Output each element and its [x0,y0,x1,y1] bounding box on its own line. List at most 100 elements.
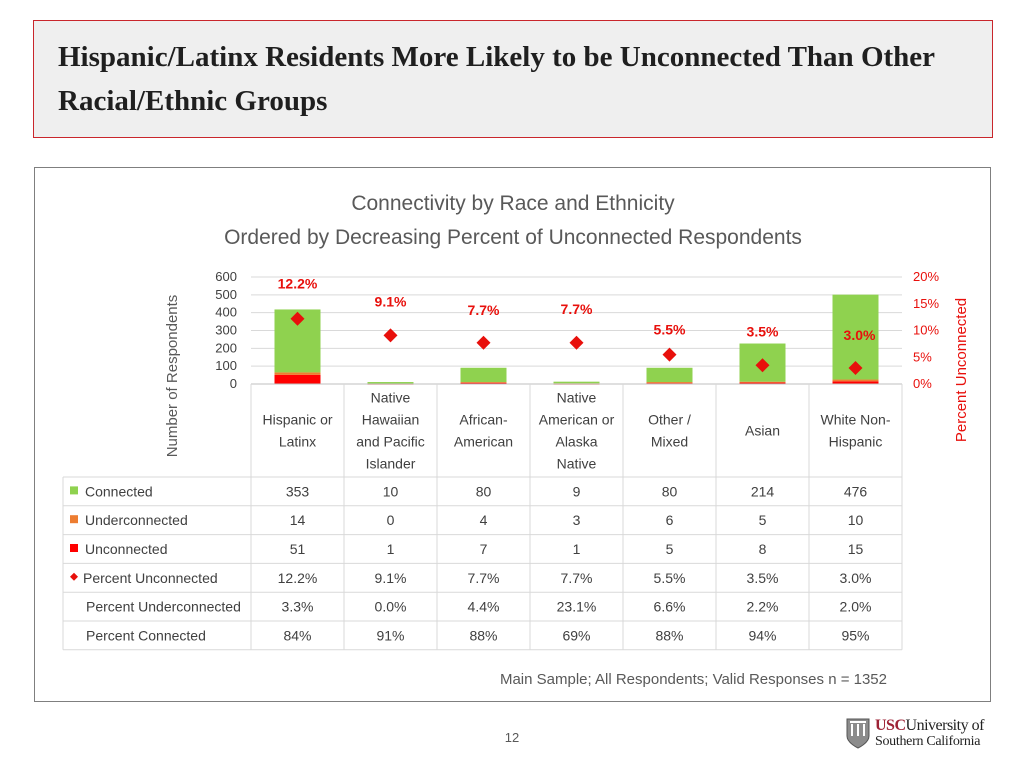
percent-label: 5.5% [654,322,686,338]
percent-label: 3.0% [844,327,876,343]
cell-percent-connected: 91% [376,627,404,643]
percent-marker [569,335,584,350]
bar-unconnected [274,374,321,384]
y-axis-label: Number of Respondents [164,295,181,458]
row-label-unconnected: Unconnected [85,541,168,557]
percent-marker [476,335,491,350]
percent-marker [662,347,677,362]
cell-percent-underconnected: 3.3% [282,599,314,615]
category-label: Native [557,456,597,472]
chart-note: Main Sample; All Respondents; Valid Resp… [500,671,887,688]
category-label: Islander [366,456,416,472]
cell-percent-underconnected: 2.2% [747,599,779,615]
row-label-connected: Connected [85,483,153,499]
bar-underconnected [460,382,507,383]
row-label-underconnected: Underconnected [85,512,188,528]
y2-tick-label: 5% [913,349,932,364]
chart-subtitle: Ordered by Decreasing Percent of Unconne… [224,226,802,249]
cell-unconnected: 15 [848,541,864,557]
category-label: American [454,434,513,450]
cell-percent-connected: 84% [283,627,311,643]
slide-title: Hispanic/Latinx Residents More Likely to… [58,41,935,117]
legend-swatch-percent-unconnected [70,572,78,581]
cell-connected: 10 [383,483,399,499]
percent-label: 12.2% [278,276,318,292]
legend-swatch-underconnected [70,515,78,524]
cell-unconnected: 1 [387,541,395,557]
y-tick-label: 200 [215,340,237,355]
bar-unconnected [832,381,879,384]
bar-connected [460,367,507,383]
category-label: American or [539,412,615,428]
bar-connected [367,382,414,384]
category-label: Latinx [279,434,316,450]
percent-marker [848,360,863,375]
percent-marker [755,358,770,373]
chart-frame: Connectivity by Race and Ethnicity Ordere… [34,167,991,702]
percent-marker [290,311,305,326]
y-tick-label: 0 [230,376,237,391]
cell-connected: 353 [286,483,310,499]
cell-percent-connected: 94% [748,627,776,643]
logo-line-2: Southern California [875,734,981,749]
cell-percent-underconnected: 2.0% [840,599,872,615]
y2-tick-label: 15% [913,296,939,311]
cell-underconnected: 0 [387,512,395,528]
percent-marker [383,328,398,343]
cell-underconnected: 6 [666,512,674,528]
y-tick-label: 100 [215,358,237,373]
cell-percent-unconnected: 7.7% [561,570,593,586]
y2-tick-label: 0% [913,376,932,391]
y-tick-label: 400 [215,305,237,320]
category-label: Hispanic [829,434,883,450]
cell-percent-unconnected: 7.7% [468,570,500,586]
university-seal-icon [846,718,870,749]
logo-line-1: USCUniversity of [875,717,984,735]
bar-underconnected [832,379,879,382]
title-box: Hispanic/Latinx Residents More Likely to… [33,20,993,138]
percent-label: 7.7% [561,301,593,317]
cell-unconnected: 5 [666,541,674,557]
bar-connected [646,367,693,383]
category-label: Hawaiian [362,412,420,428]
cell-unconnected: 7 [480,541,488,557]
y2-axis-label: Percent Unconnected [953,298,970,442]
y-tick-label: 500 [215,287,237,302]
cell-percent-unconnected: 12.2% [278,570,318,586]
legend-swatch-unconnected [70,544,78,552]
cell-underconnected: 4 [480,512,488,528]
cell-percent-connected: 95% [841,627,869,643]
category-label: and Pacific [356,434,424,450]
logo-abbrev: USC [875,717,906,734]
cell-connected: 80 [662,483,678,499]
logo-line-1-rest: University of [905,717,985,734]
cell-unconnected: 8 [759,541,767,557]
cell-percent-connected: 88% [469,627,497,643]
y2-tick-label: 10% [913,323,939,338]
bar-unconnected [460,382,507,384]
category-label: White Non- [820,412,890,428]
cell-percent-underconnected: 23.1% [557,599,597,615]
percent-label: 9.1% [375,293,407,309]
category-label: African- [459,412,508,428]
cell-percent-connected: 88% [655,627,683,643]
cell-connected: 80 [476,483,492,499]
category-label: Asian [745,423,780,439]
cell-underconnected: 14 [290,512,306,528]
legend-swatch-connected [70,486,78,495]
bar-underconnected [739,381,786,383]
cell-percent-underconnected: 4.4% [468,599,500,615]
category-label: Alaska [555,434,597,450]
cell-connected: 214 [751,483,775,499]
y-tick-label: 300 [215,323,237,338]
row-label-percent-unconnected: Percent Unconnected [83,570,218,586]
cell-percent-connected: 69% [562,627,590,643]
cell-underconnected: 5 [759,512,767,528]
row-label-percent-connected: Percent Connected [86,627,206,643]
chart-title: Connectivity by Race and Ethnicity [351,192,675,215]
cell-underconnected: 10 [848,512,864,528]
cell-percent-unconnected: 3.0% [840,570,872,586]
cell-percent-unconnected: 3.5% [747,570,779,586]
y2-tick-label: 20% [913,269,939,284]
cell-unconnected: 51 [290,541,306,557]
